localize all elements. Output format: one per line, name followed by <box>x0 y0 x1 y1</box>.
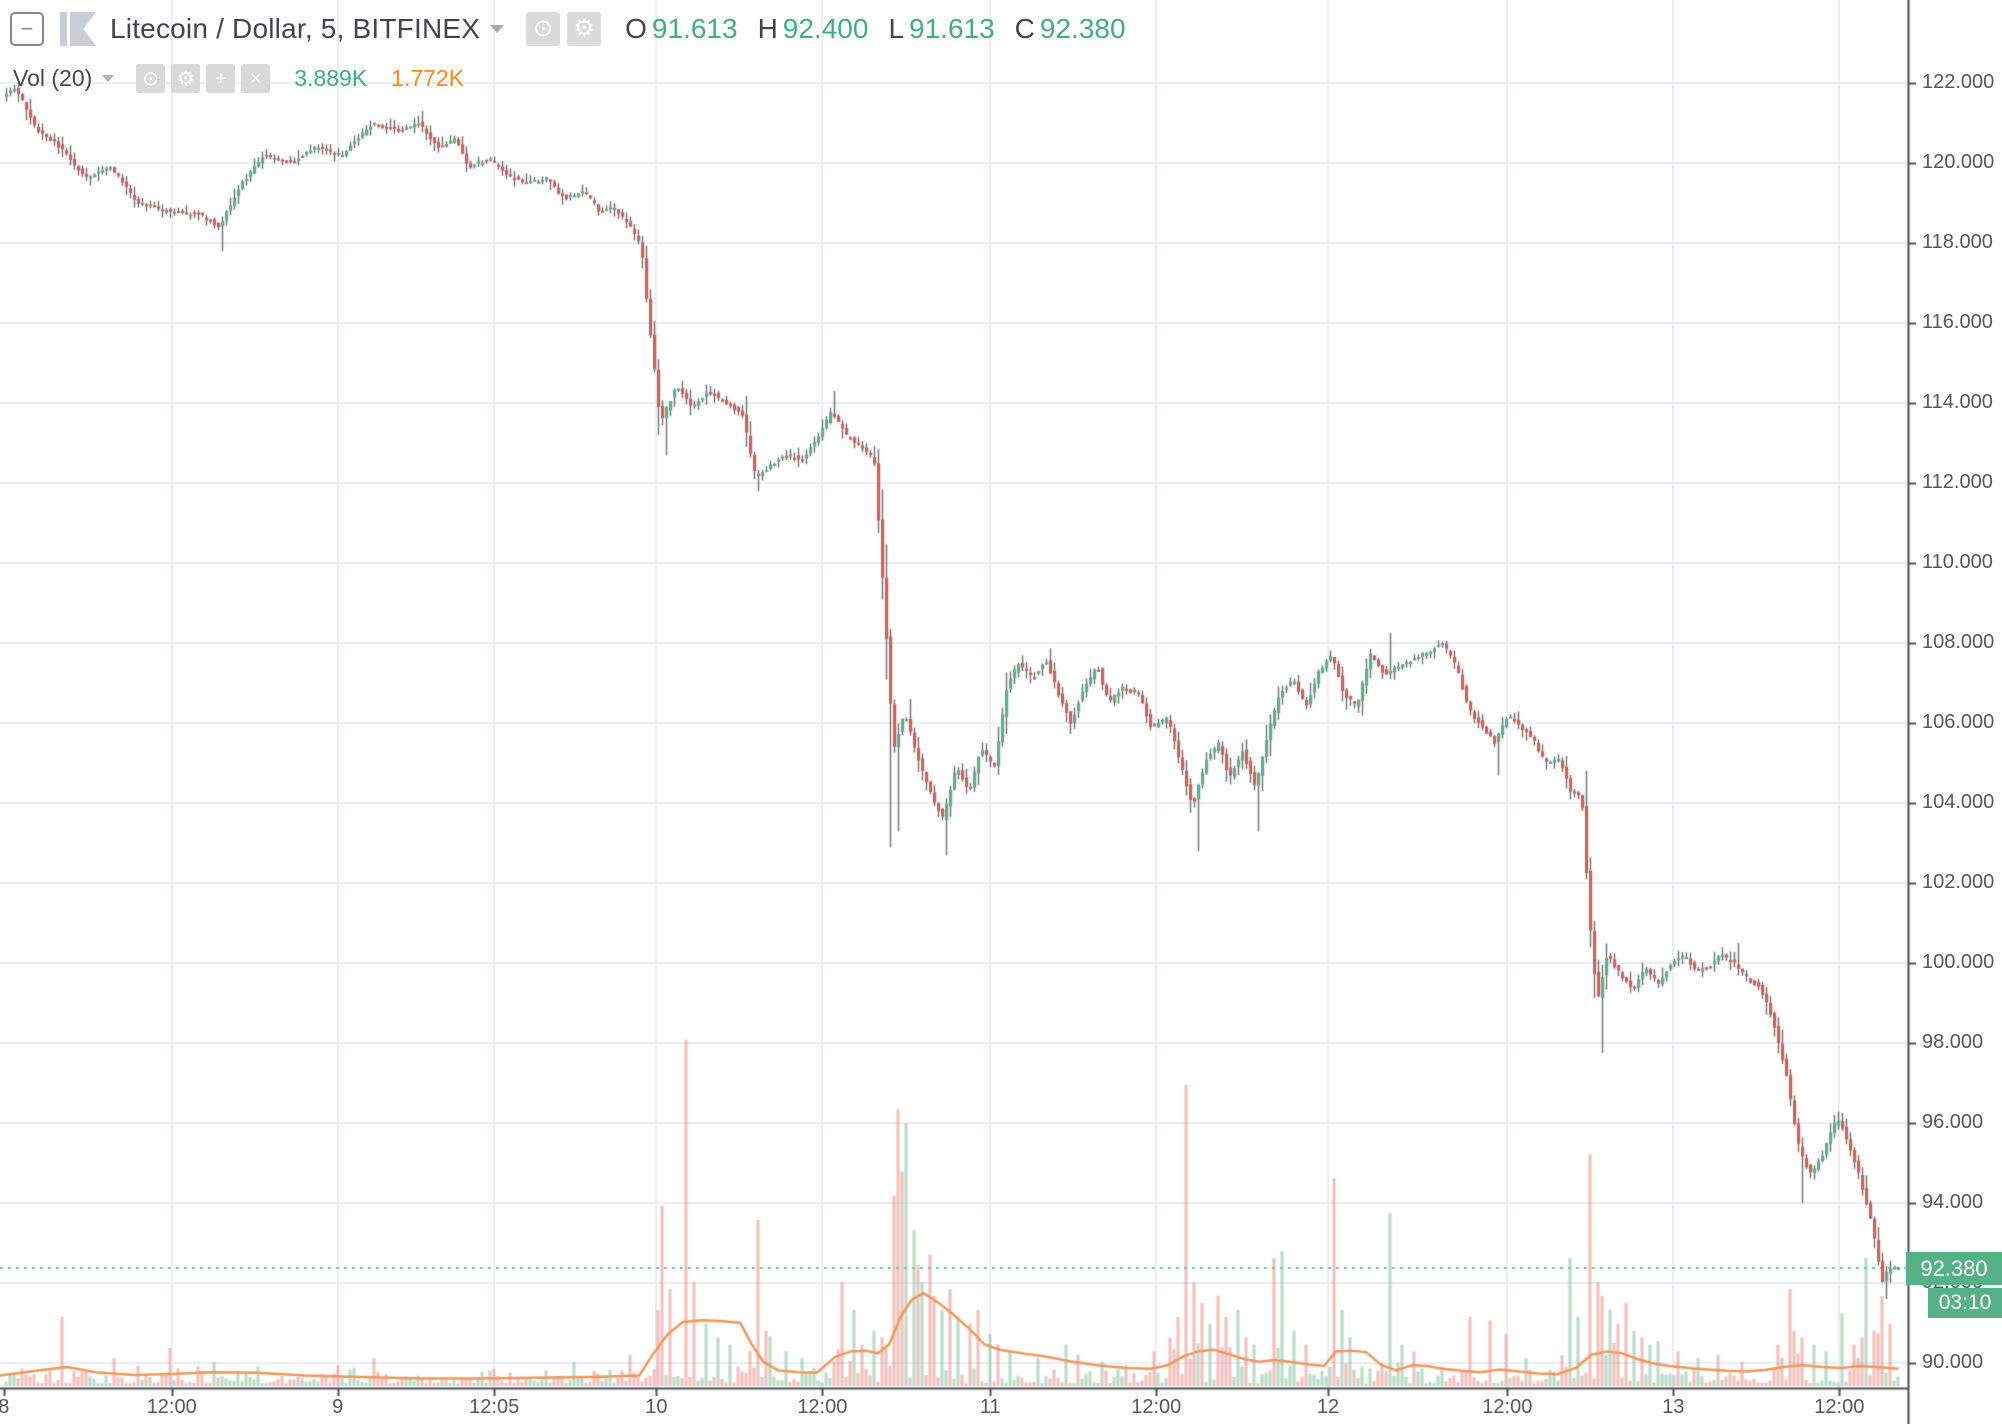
eye-icon: ⊙ <box>533 15 554 42</box>
ohlc-readout: O 91.613 H 92.400 L 91.613 C 92.380 <box>625 13 1145 45</box>
time-axis-label: 12:00 <box>797 1396 848 1418</box>
last-price-value: 92.380 <box>1920 1255 1988 1281</box>
close-icon: × <box>249 67 262 90</box>
eye-icon: ⊙ <box>142 67 160 90</box>
flag-main-shape <box>70 12 96 46</box>
price-axis-label: 122.000 <box>1922 71 1995 93</box>
bar-countdown-value: 03:10 <box>1938 1291 1992 1314</box>
time-axis-label: 9 <box>332 1396 344 1418</box>
gear-icon: ⚙ <box>176 67 195 90</box>
flag-icon[interactable] <box>60 12 96 46</box>
price-axis-label: 112.000 <box>1922 471 1993 493</box>
price-axis-label: 90.000 <box>1922 1351 1984 1373</box>
indicator-settings-button[interactable]: ⚙ <box>171 64 201 93</box>
price-axis-label: 116.000 <box>1922 311 1993 333</box>
time-axis-label: 12:00 <box>1814 1396 1865 1418</box>
volume-ma-value: 1.772K <box>391 65 465 91</box>
volume-indicator-legend: Vol (20) ⊙ ⚙ + × 3.889K 1.772K <box>13 64 464 93</box>
flag-bar-shape <box>60 12 67 46</box>
price-axis-label: 120.000 <box>1922 151 1995 173</box>
series-settings-button[interactable]: ⚙ <box>567 12 602 46</box>
price-axis-label: 96.000 <box>1922 1111 1984 1133</box>
indicator-controls: ⊙ ⚙ + × <box>136 64 271 93</box>
price-axis-label: 108.000 <box>1922 631 1995 653</box>
toggle-visibility-button[interactable]: ⊙ <box>526 12 561 46</box>
chevron-down-icon[interactable] <box>102 75 115 82</box>
price-axis-label: 118.000 <box>1922 231 1993 253</box>
time-axis-label: 12:00 <box>146 1396 197 1418</box>
price-axis-label: 110.000 <box>1922 551 1993 573</box>
time-axis-label: 12 <box>1316 1396 1340 1418</box>
price-axis-label: 100.000 <box>1922 951 1995 973</box>
ohlc-open: O 91.613 <box>625 13 738 44</box>
time-axis-label: 12:00 <box>1482 1396 1533 1418</box>
price-axis-label: 98.000 <box>1922 1031 1984 1053</box>
remove-indicator-button[interactable]: × <box>241 64 271 93</box>
volume-value: 3.889K <box>294 65 368 91</box>
price-axis-label: 104.000 <box>1922 791 1995 813</box>
series-controls: ⊙ ⚙ <box>526 12 602 46</box>
ohlc-high: H 92.400 <box>757 13 869 44</box>
volume-indicator-label[interactable]: Vol (20) <box>13 65 93 91</box>
time-axis-label: 12:05 <box>469 1396 520 1418</box>
price-axis-label: 114.000 <box>1922 391 1993 413</box>
chart-legend: − Litecoin / Dollar, 5, BITFINEX ⊙ ⚙ O 9… <box>10 12 1146 46</box>
time-axis-label: 12:00 <box>1131 1396 1182 1418</box>
collapse-panel-icon[interactable]: − <box>10 12 44 46</box>
time-axis-label: 13 <box>1662 1396 1685 1418</box>
ohlc-low: L 91.613 <box>888 13 995 44</box>
minus-icon: − <box>20 16 34 41</box>
price-axis-label: 106.000 <box>1922 711 1995 733</box>
price-axis-label: 94.000 <box>1922 1191 1984 1213</box>
time-axis-label: 10 <box>645 1396 668 1418</box>
price-axis-label: 102.000 <box>1922 871 1995 893</box>
ohlc-close: C 92.380 <box>1014 13 1126 44</box>
toggle-visibility-button[interactable]: ⊙ <box>136 64 166 93</box>
time-axis-label: 8 <box>0 1396 10 1418</box>
chevron-down-icon[interactable] <box>490 25 505 33</box>
plus-icon: + <box>214 67 227 90</box>
gear-icon: ⚙ <box>573 15 595 42</box>
time-axis-label: 11 <box>979 1396 1001 1418</box>
bar-countdown-badge: 03:10 <box>1928 1288 2002 1318</box>
add-indicator-button[interactable]: + <box>206 64 236 93</box>
symbol-title[interactable]: Litecoin / Dollar, 5, BITFINEX <box>110 13 481 44</box>
last-price-badge: 92.380 <box>1906 1252 2002 1285</box>
